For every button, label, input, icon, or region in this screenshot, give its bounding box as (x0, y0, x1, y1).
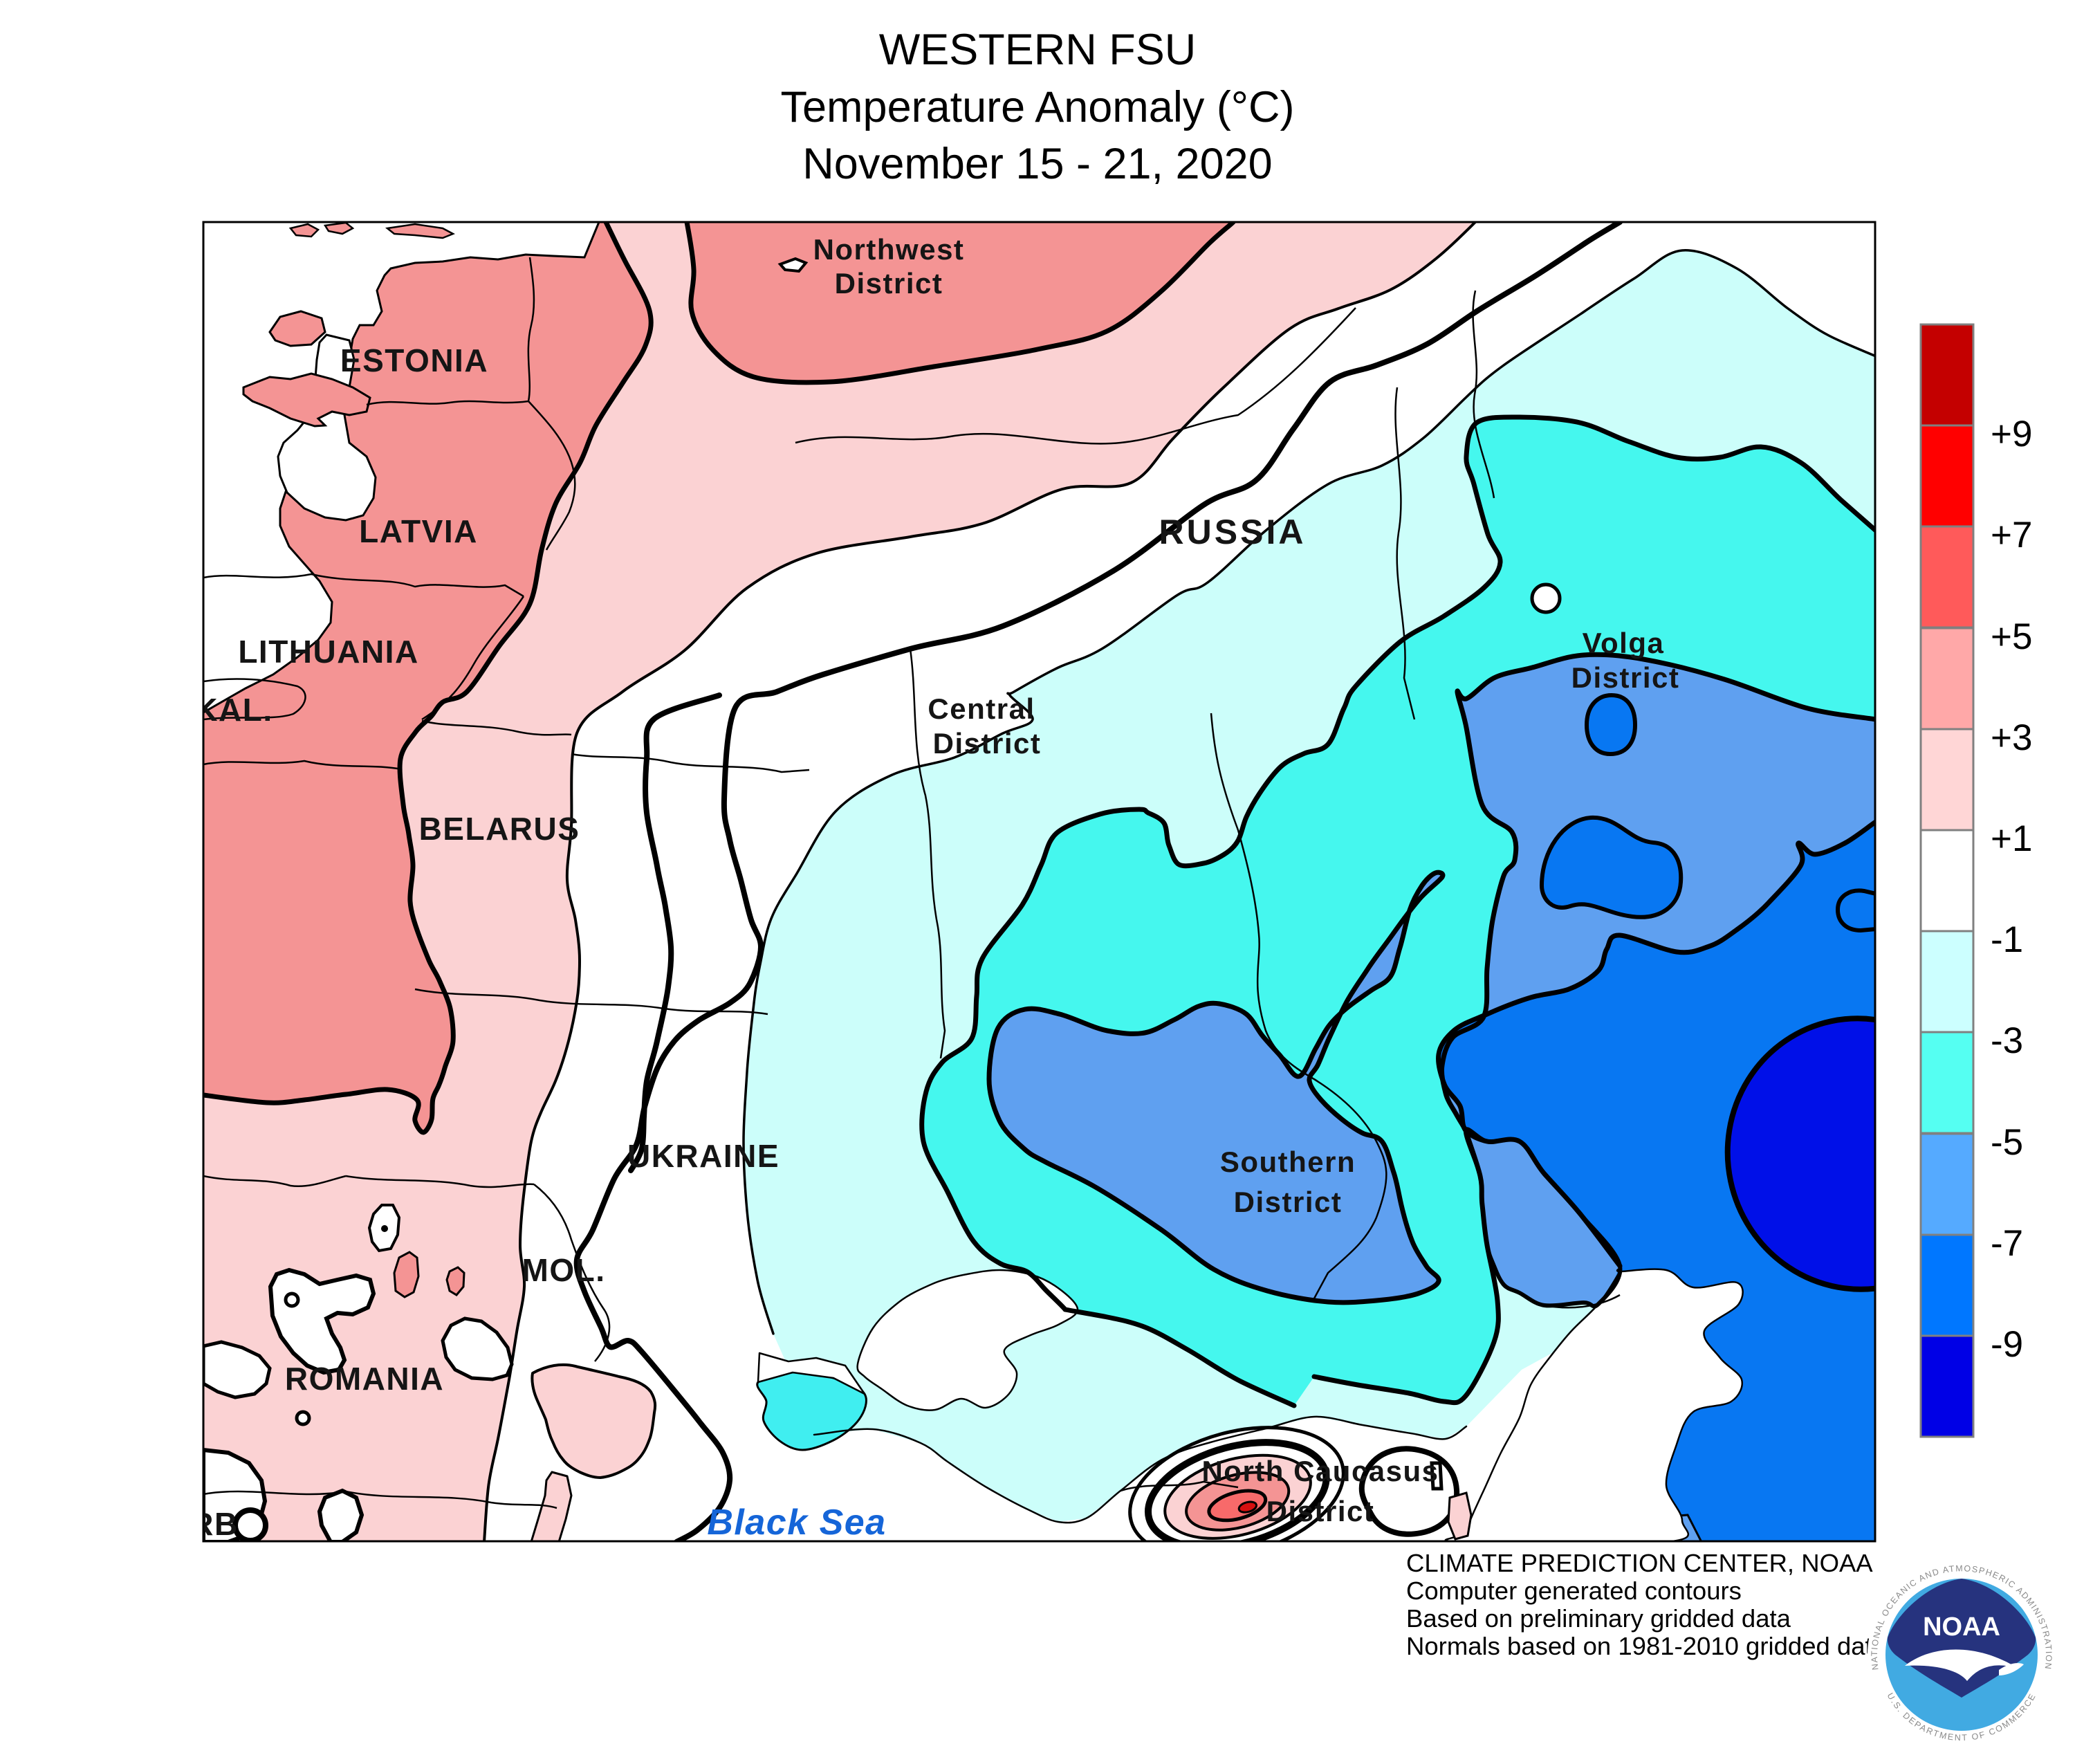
svg-text:Based on preliminary gridded d: Based on preliminary gridded data (1406, 1604, 1791, 1633)
svg-text:District: District (835, 267, 943, 300)
svg-text:District: District (1266, 1495, 1375, 1527)
svg-text:District: District (1234, 1186, 1343, 1218)
svg-text:NOAA: NOAA (1923, 1613, 2000, 1642)
svg-text:District: District (1571, 661, 1680, 694)
svg-text:+7: +7 (1991, 515, 2032, 555)
svg-text:ESTONIA: ESTONIA (340, 342, 488, 378)
svg-text:-5: -5 (1991, 1122, 2023, 1163)
svg-text:RUSSIA: RUSSIA (1159, 513, 1307, 551)
svg-text:Black Sea: Black Sea (707, 1503, 886, 1543)
svg-text:Central: Central (928, 692, 1035, 725)
svg-text:+9: +9 (1991, 414, 2032, 454)
svg-text:UKRAINE: UKRAINE (627, 1138, 780, 1174)
svg-text:-9: -9 (1991, 1324, 2023, 1365)
svg-text:Volga: Volga (1583, 627, 1665, 659)
svg-text:MOL.: MOL. (522, 1252, 606, 1288)
svg-text:ROMANIA: ROMANIA (285, 1361, 444, 1397)
svg-text:+3: +3 (1991, 717, 2032, 758)
svg-text:-3: -3 (1991, 1020, 2023, 1061)
svg-text:KAL.: KAL. (194, 692, 273, 728)
svg-text:Southern: Southern (1220, 1146, 1356, 1178)
svg-text:LITHUANIA: LITHUANIA (238, 634, 418, 670)
svg-text:-7: -7 (1991, 1223, 2023, 1264)
svg-text:Normals based on 1981-2010 gri: Normals based on 1981-2010 gridded data (1406, 1632, 1887, 1660)
svg-text:+1: +1 (1991, 818, 2032, 859)
svg-text:CLIMATE PREDICTION CENTER, NOA: CLIMATE PREDICTION CENTER, NOAA (1406, 1549, 1873, 1577)
svg-text:RB: RB (190, 1506, 238, 1542)
svg-text:Computer generated contours: Computer generated contours (1406, 1577, 1742, 1605)
svg-text:+5: +5 (1991, 616, 2032, 657)
svg-text:North Caucasus: North Caucasus (1201, 1455, 1439, 1487)
svg-text:BELARUS: BELARUS (419, 811, 580, 847)
svg-text:-1: -1 (1991, 919, 2023, 960)
svg-text:Northwest: Northwest (813, 233, 965, 266)
svg-text:District: District (933, 727, 1042, 760)
svg-text:LATVIA: LATVIA (359, 513, 478, 549)
